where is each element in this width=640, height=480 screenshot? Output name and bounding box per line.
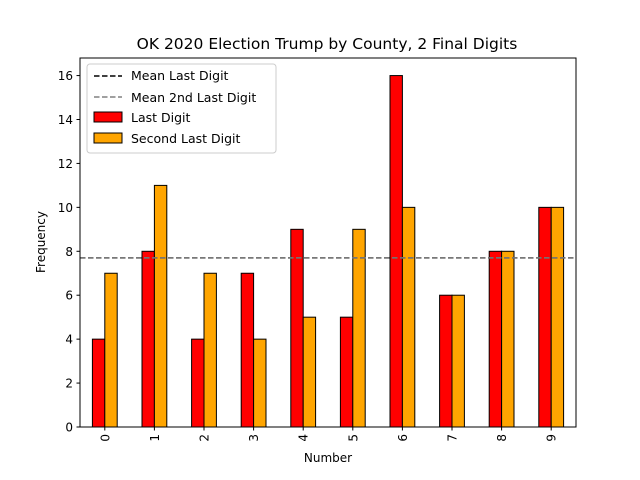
x-tick-label-9: 9 (545, 434, 559, 442)
legend: Mean Last Digit Mean 2nd Last Digit Last… (86, 63, 277, 154)
bar-last-digit-2 (191, 338, 205, 428)
legend-swatch-last-digit (93, 111, 123, 123)
bar-last-digit-5 (339, 316, 354, 428)
bar-second-last-digit-4 (302, 316, 317, 428)
bar-last-digit-3 (240, 272, 255, 428)
x-tick-label-5: 5 (346, 434, 360, 442)
bar-last-digit-0 (91, 338, 106, 428)
bar-last-digit-4 (290, 228, 304, 428)
legend-frame (86, 63, 277, 154)
x-tick-label-4: 4 (297, 434, 311, 442)
bar-second-last-digit-0 (104, 272, 118, 428)
y-tick-label: 14 (58, 113, 73, 127)
bar-second-last-digit-1 (153, 184, 168, 428)
axes-frame (79, 57, 577, 428)
bar-second-last-digit-9 (550, 206, 565, 428)
y-tick-label: 16 (58, 69, 73, 83)
y-axis: 0 2 4 6 8 10 12 14 16 (58, 69, 80, 435)
bar-last-digit-8 (488, 250, 503, 428)
bar-last-digit-1 (141, 250, 155, 428)
bar-second-last-digit-7 (451, 294, 465, 428)
y-tick-label: 2 (65, 377, 73, 391)
bar-last-digit-9 (538, 206, 552, 428)
bar-second-last-digit-5 (352, 228, 366, 428)
y-tick-label: 12 (58, 157, 73, 171)
bar-last-digit-7 (439, 294, 453, 428)
x-tick-label-6: 6 (396, 434, 410, 442)
bar-second-last-digit-8 (501, 250, 515, 428)
y-axis-label: Frequency (34, 211, 48, 273)
legend-swatch-second-last-digit (93, 132, 123, 144)
x-tick-label-2: 2 (198, 434, 212, 442)
x-tick-label-1: 1 (148, 434, 162, 442)
x-tick-label-8: 8 (495, 434, 509, 442)
x-axis: 0 1 2 3 4 5 6 7 8 9 (98, 427, 559, 442)
y-tick-label: 0 (65, 421, 73, 435)
legend-label-mean-2nd-last-digit: Mean 2nd Last Digit (131, 90, 256, 105)
bar-last-digit-6 (389, 75, 403, 428)
y-tick-label: 8 (65, 245, 73, 259)
legend-label-mean-last-digit: Mean Last Digit (131, 68, 229, 83)
x-tick-label-3: 3 (247, 434, 261, 442)
x-axis-label: Number (304, 451, 352, 465)
chart-title: OK 2020 Election Trump by County, 2 Fina… (137, 35, 518, 53)
legend-label-last-digit: Last Digit (131, 110, 191, 125)
y-tick-label: 6 (65, 289, 73, 303)
bar-second-last-digit-3 (253, 338, 267, 428)
y-tick-label: 4 (65, 333, 73, 347)
legend-label-second-last-digit: Second Last Digit (131, 131, 240, 146)
x-tick-label-0: 0 (98, 434, 112, 442)
y-tick-label: 10 (58, 201, 73, 215)
bar-second-last-digit-2 (203, 272, 217, 428)
x-tick-label-7: 7 (446, 434, 460, 442)
bar-second-last-digit-6 (401, 206, 416, 428)
